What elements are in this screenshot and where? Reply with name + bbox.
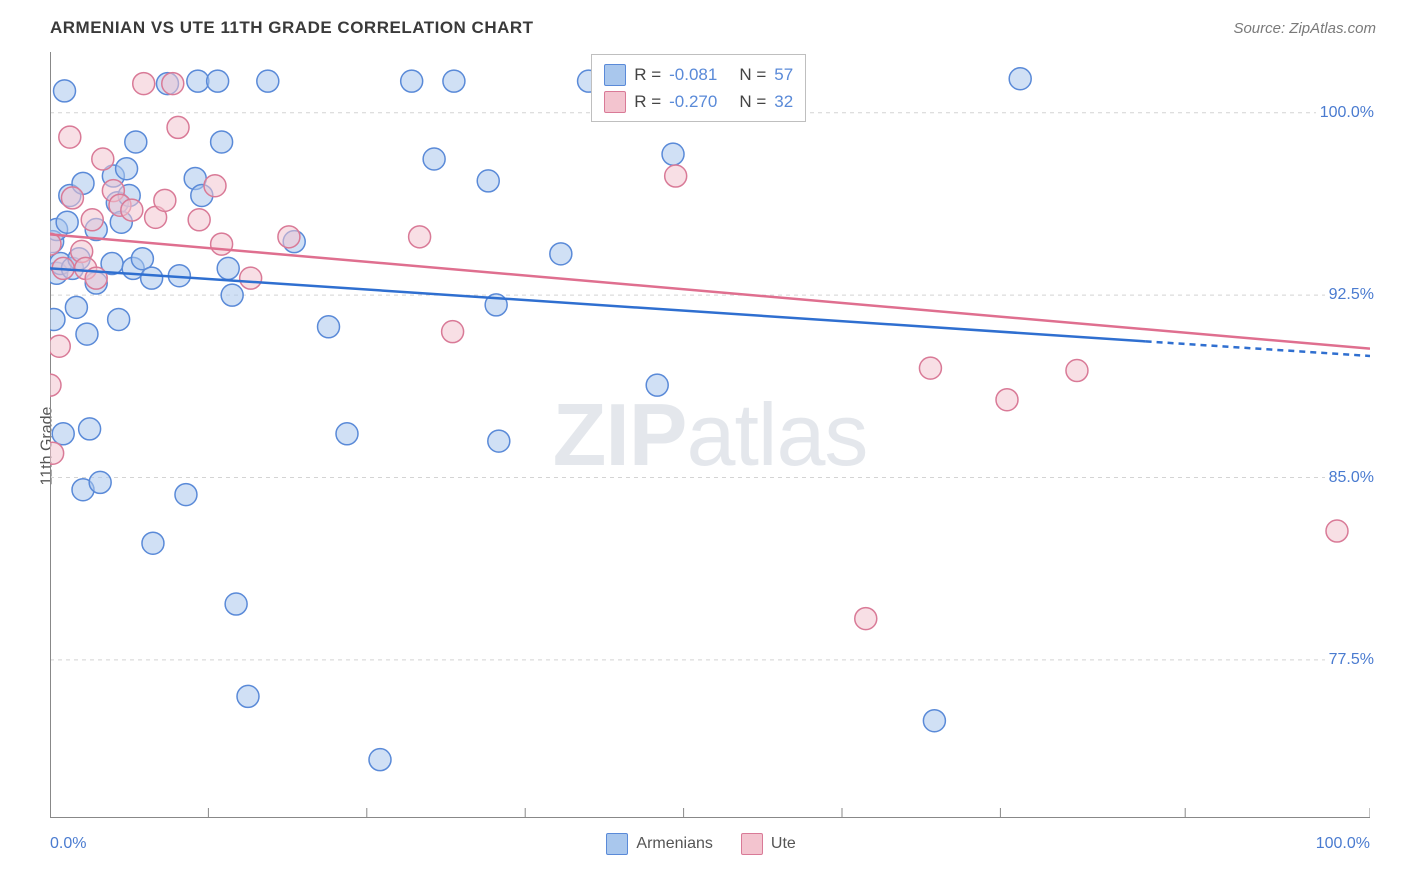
data-point-ute	[61, 187, 83, 209]
data-point-armenians	[336, 423, 358, 445]
trend-line-armenians	[50, 268, 1146, 341]
stats-r-label: R =	[634, 88, 661, 115]
stats-n-label: N =	[739, 61, 766, 88]
data-point-ute	[59, 126, 81, 148]
data-point-ute	[442, 321, 464, 343]
data-point-armenians	[108, 308, 130, 330]
stats-r-value: -0.270	[669, 88, 717, 115]
stats-n-label: N =	[739, 88, 766, 115]
legend-label-ute: Ute	[771, 835, 796, 853]
stats-n-value: 32	[774, 88, 793, 115]
data-point-ute	[50, 374, 61, 396]
correlation-stats-box: R = -0.081 N = 57 R = -0.270 N = 32	[591, 54, 806, 122]
data-point-ute	[50, 335, 70, 357]
data-point-armenians	[142, 532, 164, 554]
data-point-armenians	[401, 70, 423, 92]
x-axis-max-label: 100.0%	[1316, 835, 1370, 853]
legend-swatch-armenians	[606, 833, 628, 855]
data-point-ute	[996, 389, 1018, 411]
data-point-armenians	[175, 484, 197, 506]
data-point-armenians	[443, 70, 465, 92]
stats-n-value: 57	[774, 61, 793, 88]
data-point-armenians	[125, 131, 147, 153]
data-point-ute	[121, 199, 143, 221]
y-axis-tick-label: 100.0%	[1316, 104, 1374, 122]
stats-swatch	[604, 64, 626, 86]
y-axis-tick-label: 77.5%	[1325, 651, 1374, 669]
data-point-armenians	[237, 685, 259, 707]
data-point-armenians	[423, 148, 445, 170]
data-point-ute	[133, 73, 155, 95]
data-point-armenians	[211, 131, 233, 153]
data-point-armenians	[257, 70, 279, 92]
data-point-armenians	[369, 749, 391, 771]
stats-r-value: -0.081	[669, 61, 717, 88]
scatter-chart-svg	[50, 52, 1370, 818]
stats-row: R = -0.081 N = 57	[604, 61, 793, 88]
data-point-armenians	[79, 418, 101, 440]
y-axis-tick-label: 92.5%	[1325, 286, 1374, 304]
data-point-armenians	[225, 593, 247, 615]
data-point-ute	[188, 209, 210, 231]
data-point-ute	[919, 357, 941, 379]
y-axis-tick-label: 85.0%	[1325, 469, 1374, 487]
legend-swatch-ute	[741, 833, 763, 855]
data-point-ute	[167, 116, 189, 138]
data-point-ute	[162, 73, 184, 95]
x-axis-legend-bar: 0.0% Armenians Ute 100.0%	[50, 824, 1370, 864]
data-point-ute	[278, 226, 300, 248]
data-point-armenians	[65, 296, 87, 318]
data-point-ute	[409, 226, 431, 248]
data-point-ute	[81, 209, 103, 231]
data-point-ute	[154, 189, 176, 211]
data-point-ute	[211, 233, 233, 255]
data-point-armenians	[207, 70, 229, 92]
source-credit: Source: ZipAtlas.com	[1233, 20, 1376, 37]
data-point-ute	[665, 165, 687, 187]
data-point-armenians	[56, 211, 78, 233]
series-legend: Armenians Ute	[606, 833, 795, 855]
data-point-ute	[855, 608, 877, 630]
data-point-armenians	[89, 471, 111, 493]
data-point-armenians	[477, 170, 499, 192]
data-point-armenians	[1009, 68, 1031, 90]
data-point-ute	[92, 148, 114, 170]
data-point-armenians	[662, 143, 684, 165]
data-point-ute	[1326, 520, 1348, 542]
data-point-ute	[1066, 360, 1088, 382]
data-point-armenians	[54, 80, 76, 102]
data-point-ute	[50, 442, 64, 464]
data-point-armenians	[50, 308, 65, 330]
data-point-armenians	[141, 267, 163, 289]
data-point-armenians	[217, 257, 239, 279]
data-point-armenians	[923, 710, 945, 732]
data-point-armenians	[116, 158, 138, 180]
data-point-armenians	[550, 243, 572, 265]
data-point-armenians	[488, 430, 510, 452]
x-axis-min-label: 0.0%	[50, 835, 86, 853]
stats-row: R = -0.270 N = 32	[604, 88, 793, 115]
data-point-armenians	[646, 374, 668, 396]
data-point-ute	[204, 175, 226, 197]
legend-item-ute: Ute	[741, 833, 796, 855]
data-point-armenians	[318, 316, 340, 338]
legend-item-armenians: Armenians	[606, 833, 712, 855]
chart-title: ARMENIAN VS UTE 11TH GRADE CORRELATION C…	[50, 18, 534, 38]
data-point-armenians	[76, 323, 98, 345]
stats-swatch	[604, 91, 626, 113]
chart-area: ZIPatlas R =-0.081N =57R =-0.270N =32 77…	[50, 52, 1370, 818]
data-point-armenians	[187, 70, 209, 92]
legend-label-armenians: Armenians	[636, 835, 712, 853]
data-point-ute	[240, 267, 262, 289]
stats-r-label: R =	[634, 61, 661, 88]
data-point-armenians	[131, 248, 153, 270]
trend-line-ute	[50, 234, 1370, 348]
data-point-armenians	[52, 423, 74, 445]
data-point-armenians	[221, 284, 243, 306]
trend-line-armenians-extrapolated	[1146, 341, 1370, 356]
